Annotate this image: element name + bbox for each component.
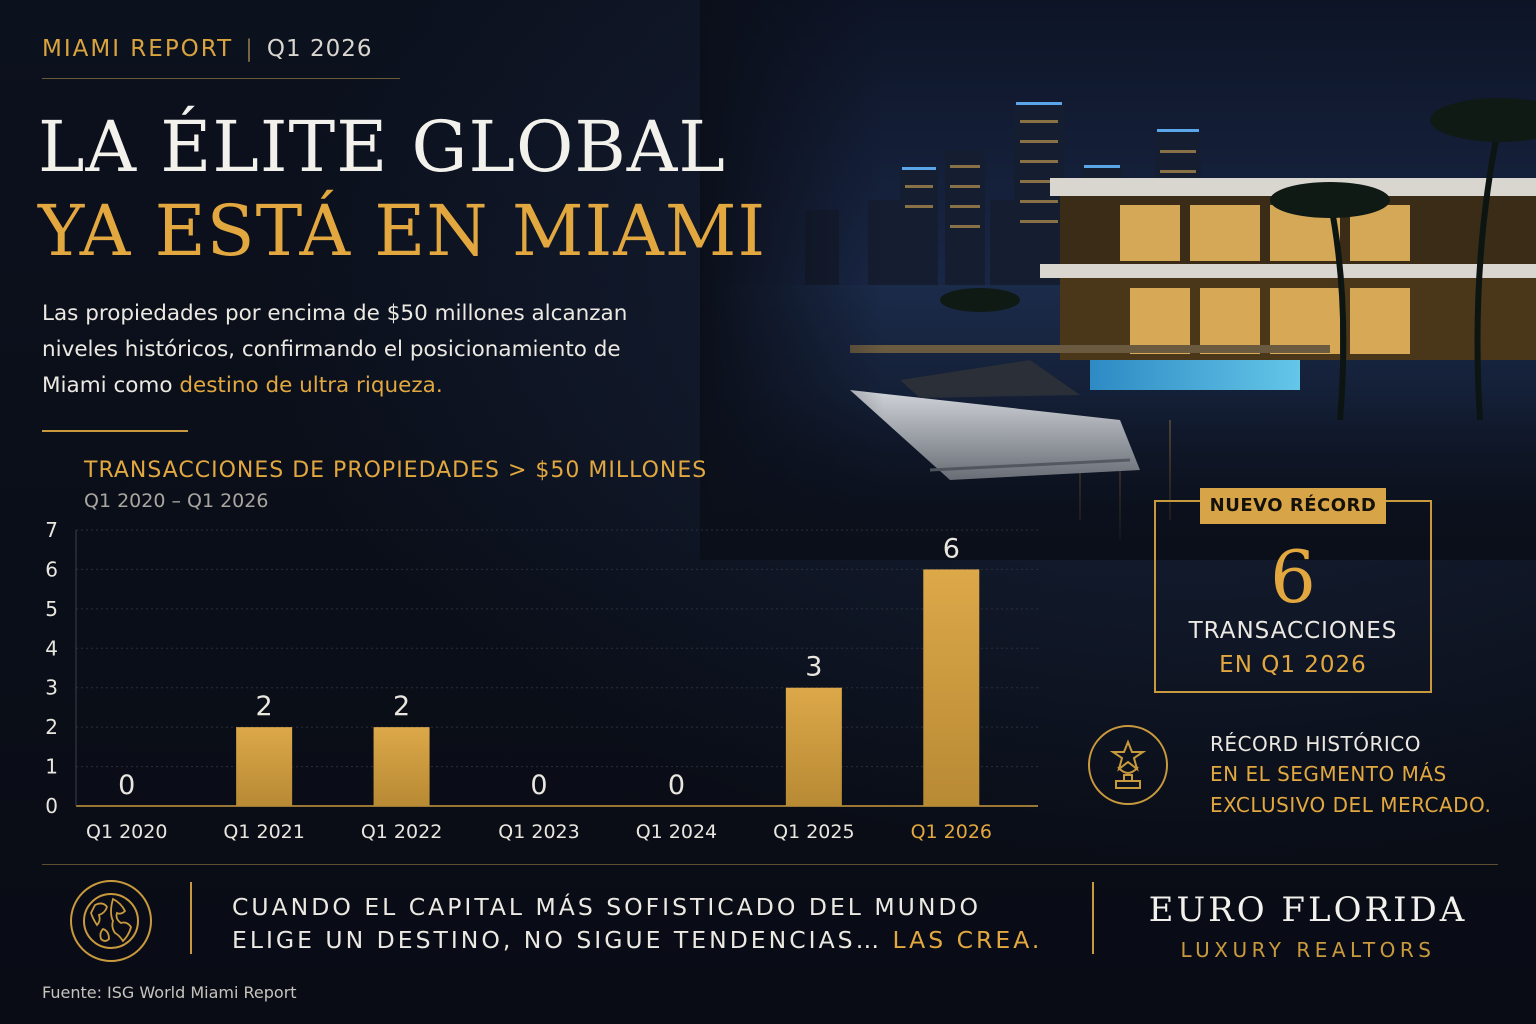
historic-line-3: EXCLUSIVO DEL MERCADO. [1210,793,1492,817]
bar-chart-svg: 0 1 2 3 4 5 6 7 0 Q1 2020 2 Q1 2021 2 Q1 2022 0 Q1 2023… [45,518,1038,843]
bar-value-label: 2 [393,691,410,722]
intro-text: Las propiedades por encima de $50 millon… [42,301,628,398]
y-tick-label: 0 [45,794,58,818]
quote-line-1: CUANDO EL CAPITAL MÁS SOFISTICADO DEL MU… [232,893,981,921]
quote-text: ELIGE UN DESTINO, NO SIGUE TENDENCIAS… [232,926,893,954]
chart-title: TRANSACCIONES DE PROPIEDADES > $50 MILLO… [84,458,708,483]
bar [923,569,980,806]
brand-name: EURO FLORIDA [1148,890,1468,930]
x-tick-label: Q1 2021 [223,821,304,843]
chart-subtitle: Q1 2020 – Q1 2026 [84,490,269,512]
record-line-1: TRANSACCIONES [1188,618,1398,644]
record-badge: NUEVO RÉCORD [1200,488,1386,524]
x-tick-label: Q1 2025 [773,821,854,843]
report-tag: MIAMI REPORT | Q1 2026 [42,36,373,62]
bar-value-label: 0 [668,770,685,801]
brand-subtitle: LUXURY REALTORS [1180,938,1436,962]
bar-value-label: 3 [805,652,822,683]
bar [373,727,430,806]
report-label: MIAMI REPORT [42,36,234,62]
bar [236,727,293,806]
quote-line-2: ELIGE UN DESTINO, NO SIGUE TENDENCIAS… L… [232,926,1042,954]
bar [785,687,842,806]
x-tick-label: Q1 2020 [86,821,167,843]
report-period: Q1 2026 [266,36,373,62]
intro-highlight: destino de ultra riqueza. [179,373,443,398]
title-line-1: LA ÉLITE GLOBAL [38,106,726,188]
historic-line-1: RÉCORD HISTÓRICO [1210,732,1421,756]
x-tick-label: Q1 2022 [361,821,442,843]
historic-line-2: EN EL SEGMENTO MÁS [1210,762,1447,786]
miami-night-photo [700,0,1536,560]
intro-rule [42,430,188,432]
bar-value-label: 6 [943,533,960,564]
bar-value-label: 2 [256,691,273,722]
trophy-star-icon [1088,725,1168,805]
footer-divider-right [1092,882,1094,954]
y-tick-label: 1 [45,755,58,779]
record-line-2: EN Q1 2026 [1219,652,1367,678]
quote-highlight: LAS CREA. [892,926,1043,954]
source-note: Fuente: ISG World Miami Report [42,983,297,1002]
bar-value-label: 0 [118,770,135,801]
title-line-2: YA ESTÁ EN MIAMI [38,190,767,272]
globe-icon [70,880,152,962]
y-tick-label: 6 [45,557,58,581]
footer-divider-left [190,882,192,954]
x-tick-label: Q1 2024 [636,821,717,843]
y-tick-label: 5 [45,597,58,621]
y-tick-label: 7 [45,518,58,542]
header-rule [42,78,400,79]
y-tick-label: 3 [45,676,58,700]
x-tick-label: Q1 2023 [498,821,579,843]
bar-chart: 0 1 2 3 4 5 6 7 0 Q1 2020 2 Q1 2021 2 Q1 2022 0 Q1 2023… [30,516,1050,856]
y-tick-label: 4 [45,636,58,660]
footer-rule [42,864,1498,865]
bar-value-label: 0 [530,770,547,801]
x-tick-label: Q1 2026 [911,821,992,843]
report-separator: | [245,36,255,62]
intro-paragraph: Las propiedades por encima de $50 millon… [42,296,682,404]
y-tick-label: 2 [45,715,58,739]
record-number: 6 [1270,535,1316,619]
